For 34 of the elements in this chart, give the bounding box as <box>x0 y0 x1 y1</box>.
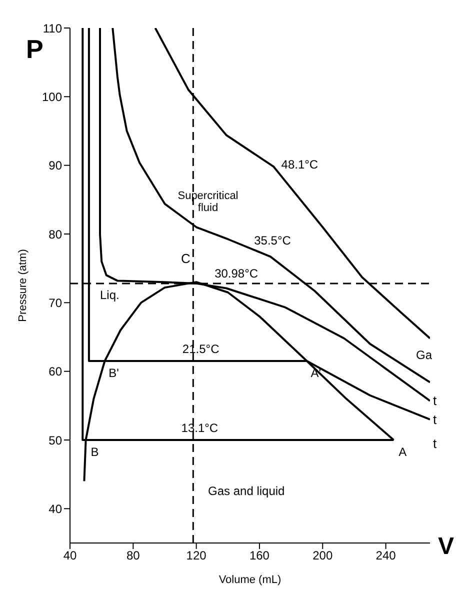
y-tick-label: 50 <box>48 433 62 448</box>
text: t <box>433 393 437 408</box>
y-tick-label: 110 <box>42 21 62 36</box>
y-tick-label: 100 <box>42 90 62 104</box>
text: V <box>438 533 454 561</box>
x-tick-label: 240 <box>376 548 396 563</box>
y-tick-label: 90 <box>48 158 62 173</box>
series-label: 48.1°C <box>281 158 318 172</box>
annotation: C <box>181 251 190 266</box>
series-label: 35.5°C <box>254 234 292 248</box>
x-tick-label: 120 <box>186 548 207 563</box>
text: t <box>433 412 437 427</box>
annotation: B <box>90 445 99 459</box>
annotation: Gas and liquid <box>208 484 285 498</box>
x-tick-label: 200 <box>312 548 333 563</box>
y-axis-title: Pressure (atm) <box>16 249 29 322</box>
series-label: 21.5°C <box>182 342 220 356</box>
x-tick-label: 160 <box>249 548 270 563</box>
x-tick-label: 80 <box>126 548 140 563</box>
x-tick-label: 40 <box>63 548 77 563</box>
y-tick-label: 70 <box>48 296 62 310</box>
series-label: 13.1°C <box>181 421 218 435</box>
series-label: 30.98°C <box>214 266 258 280</box>
text: P <box>26 34 44 65</box>
y-tick-label: 80 <box>48 227 62 242</box>
annotation: Ga <box>416 348 432 362</box>
annotation: Liq. <box>100 288 120 302</box>
x-axis-title: Volume (mL) <box>218 574 282 586</box>
text: t <box>433 436 437 451</box>
annotation: Supercritical fluid <box>176 190 240 214</box>
annotation: A <box>398 445 407 459</box>
y-tick-label: 60 <box>48 364 62 379</box>
annotation: B' <box>108 366 119 380</box>
y-tick-label: 40 <box>48 502 62 516</box>
